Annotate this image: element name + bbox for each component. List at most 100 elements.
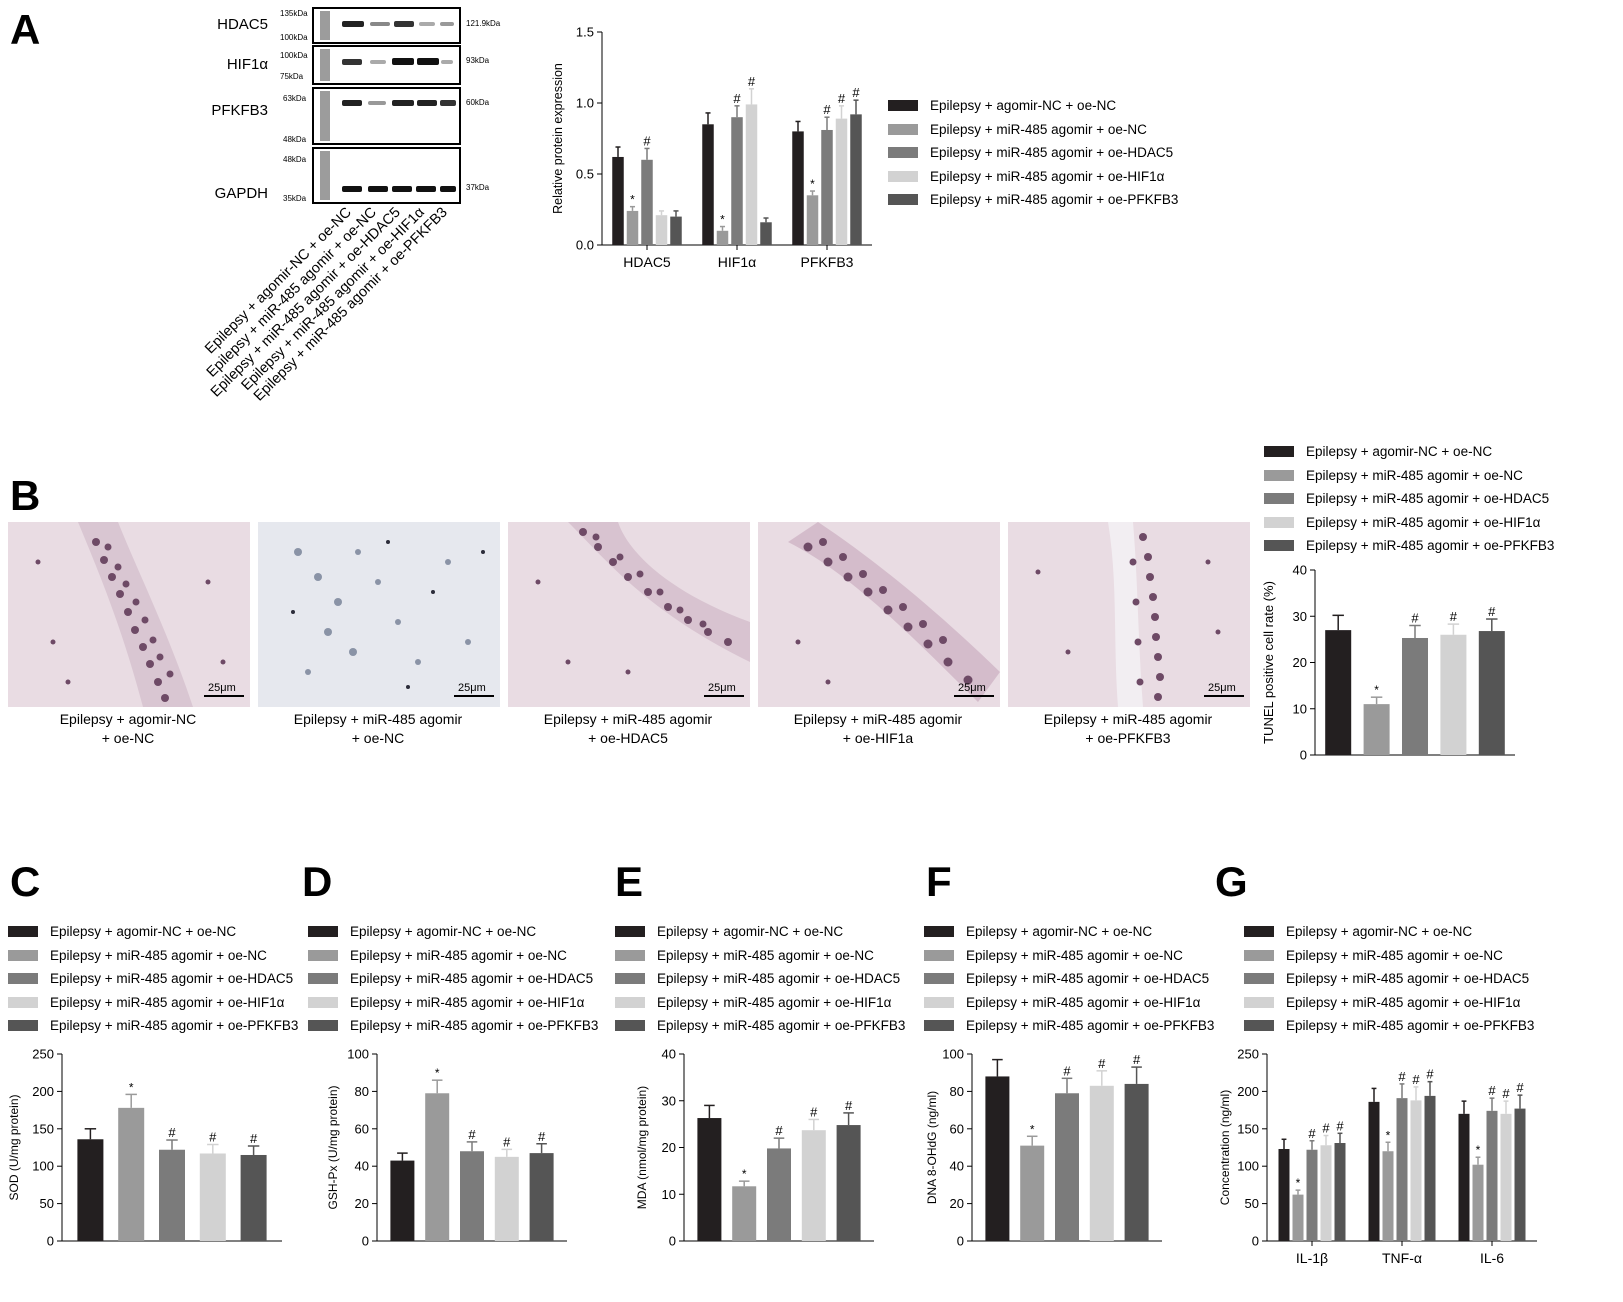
c-legend-swatch-1 — [8, 926, 38, 938]
panel-label-f: F — [926, 858, 952, 905]
a-sig-mark-2-2: * — [720, 213, 725, 227]
e-y-tick-label-2: 20 — [662, 1140, 676, 1155]
c-bar-3 — [159, 1149, 185, 1241]
a-bar-3-1 — [792, 131, 804, 245]
a-sig-mark-2-3: # — [733, 91, 741, 106]
b-y-tick-label-2: 20 — [1293, 655, 1307, 670]
f-y-tick-label-2: 40 — [950, 1159, 964, 1174]
e-y-tick-label-1: 10 — [662, 1187, 676, 1202]
e-bar-1 — [697, 1118, 722, 1241]
b-legend-label-3: Epilepsy + miR-485 agomir + oe-HDAC5 — [1306, 491, 1550, 507]
g-legend-entry-3: Epilepsy + miR-485 agomir + oe-HDAC5 — [1244, 967, 1534, 991]
g-bar-2-5 — [1424, 1095, 1436, 1241]
band-size-pfkfb3: 60kDa — [466, 98, 490, 107]
e-legend-entry-5: Epilepsy + miR-485 agomir + oe-PFKFB3 — [615, 1014, 905, 1038]
blot-strip-pfkfb3 — [312, 87, 461, 145]
b-sig-mark-4: # — [1450, 609, 1458, 624]
blot-label-gapdh: GAPDH — [214, 185, 268, 202]
e-legend-swatch-5 — [615, 1020, 645, 1032]
a-bar-2-2 — [716, 230, 729, 245]
c-y-axis-label: SOD (U/mg protein) — [7, 1094, 21, 1200]
a-legend-swatch-1 — [888, 100, 918, 112]
d-legend-label-2: Epilepsy + miR-485 agomir + oe-NC — [350, 947, 567, 963]
e-legend-swatch-4 — [615, 996, 645, 1008]
chart-d: 0 20 40 60 80 100 GSH-Px (U/mg protein) * # # # — [326, 1047, 567, 1249]
caption-2-line2: + oe-NC — [351, 730, 405, 746]
caption-1-line1: Epilepsy + agomir-NC — [59, 711, 197, 727]
f-sig-mark-2: * — [1030, 1122, 1035, 1136]
f-legend-label-5: Epilepsy + miR-485 agomir + oe-PFKFB3 — [966, 1018, 1215, 1034]
c-legend-label-5: Epilepsy + miR-485 agomir + oe-PFKFB3 — [50, 1018, 299, 1034]
b-legend-label-1: Epilepsy + agomir-NC + oe-NC — [1306, 444, 1493, 460]
e-sig-mark-2: * — [742, 1167, 747, 1181]
a-bar-1-5 — [670, 216, 682, 245]
legend-e: Epilepsy + agomir-NC + oe-NC Epilepsy + m… — [615, 920, 905, 1038]
b-legend-entry-4: Epilepsy + miR-485 agomir + oe-HIF1α — [1264, 511, 1554, 535]
g-x-tick-label-2: IL-6 — [1480, 1250, 1504, 1266]
b-y-tick-label-1: 10 — [1293, 701, 1307, 716]
micrograph-5: 25μm — [1008, 522, 1250, 707]
c-bar-1 — [77, 1139, 104, 1241]
d-y-axis-label: GSH-Px (U/mg protein) — [326, 1085, 340, 1209]
a-sig-mark-2-4: # — [748, 74, 756, 89]
e-sig-mark-5: # — [845, 1098, 853, 1113]
b-bar-2 — [1363, 704, 1390, 755]
g-bar-2-3 — [1396, 1098, 1408, 1241]
micrograph-2: 25μm — [258, 522, 500, 707]
c-bar-5 — [240, 1154, 267, 1241]
d-legend-swatch-2 — [308, 949, 338, 961]
d-bar-5 — [529, 1153, 554, 1241]
g-y-tick-label-4: 200 — [1237, 1084, 1259, 1099]
caption-4-line2: + oe-HIF1a — [842, 730, 914, 746]
g-y-tick-label-5: 250 — [1237, 1047, 1259, 1062]
e-legend-entry-4: Epilepsy + miR-485 agomir + oe-HIF1α — [615, 991, 905, 1015]
f-bar-5 — [1124, 1083, 1149, 1241]
legend-g: Epilepsy + agomir-NC + oe-NC Epilepsy + m… — [1244, 920, 1534, 1038]
a-x-tick-label-0: HDAC5 — [623, 254, 671, 270]
c-legend-label-3: Epilepsy + miR-485 agomir + oe-HDAC5 — [50, 971, 294, 987]
f-bar-4 — [1089, 1085, 1114, 1241]
a-legend-label-5: Epilepsy + miR-485 agomir + oe-PFKFB3 — [930, 192, 1179, 208]
f-legend-swatch-2 — [924, 949, 954, 961]
d-sig-mark-4: # — [503, 1134, 511, 1149]
g-legend-swatch-4 — [1244, 996, 1274, 1008]
f-legend-entry-5: Epilepsy + miR-485 agomir + oe-PFKFB3 — [924, 1014, 1214, 1038]
a-legend-entry-2: Epilepsy + miR-485 agomir + oe-NC — [888, 118, 1178, 142]
a-bar-2-5 — [760, 222, 772, 245]
g-legend-label-1: Epilepsy + agomir-NC + oe-NC — [1286, 924, 1473, 940]
g-sig-mark-1-5: # — [1336, 1118, 1344, 1133]
f-legend-swatch-4 — [924, 996, 954, 1008]
d-legend-entry-4: Epilepsy + miR-485 agomir + oe-HIF1α — [308, 991, 598, 1015]
g-legend-swatch-3 — [1244, 973, 1274, 985]
c-legend-swatch-5 — [8, 1020, 38, 1032]
g-sig-mark-3-2: * — [1476, 1143, 1481, 1157]
e-legend-swatch-3 — [615, 973, 645, 985]
c-sig-mark-4: # — [209, 1130, 217, 1145]
e-bar-4 — [801, 1130, 826, 1241]
g-bar-1-3 — [1306, 1149, 1318, 1241]
d-sig-mark-2: * — [435, 1066, 440, 1080]
a-legend-label-3: Epilepsy + miR-485 agomir + oe-HDAC5 — [930, 145, 1174, 161]
f-legend-entry-4: Epilepsy + miR-485 agomir + oe-HIF1α — [924, 991, 1214, 1015]
g-legend-entry-1: Epilepsy + agomir-NC + oe-NC — [1244, 920, 1534, 944]
a-legend-entry-1: Epilepsy + agomir-NC + oe-NC — [888, 94, 1178, 118]
g-bar-3-2 — [1472, 1164, 1484, 1241]
c-sig-mark-5: # — [250, 1131, 258, 1146]
e-bar-3 — [767, 1148, 791, 1241]
blot-strip-gapdh — [312, 147, 461, 204]
f-legend-swatch-1 — [924, 926, 954, 938]
c-legend-swatch-3 — [8, 973, 38, 985]
b-y-tick-label-3: 30 — [1293, 609, 1307, 624]
g-sig-mark-1-3: # — [1308, 1126, 1316, 1141]
d-legend-swatch-3 — [308, 973, 338, 985]
f-y-tick-label-0: 0 — [957, 1234, 964, 1249]
g-bar-2-4 — [1410, 1100, 1422, 1241]
a-bar-1-2 — [626, 210, 639, 245]
panel-label-a: A — [10, 6, 41, 53]
b-bar-5 — [1478, 631, 1505, 755]
g-bar-1-2 — [1292, 1194, 1304, 1241]
micrograph-caption-1: Epilepsy + agomir-NC + oe-NC — [8, 710, 248, 748]
e-bar-5 — [836, 1125, 861, 1241]
c-bar-4 — [199, 1153, 226, 1241]
g-legend-entry-2: Epilepsy + miR-485 agomir + oe-NC — [1244, 944, 1534, 968]
